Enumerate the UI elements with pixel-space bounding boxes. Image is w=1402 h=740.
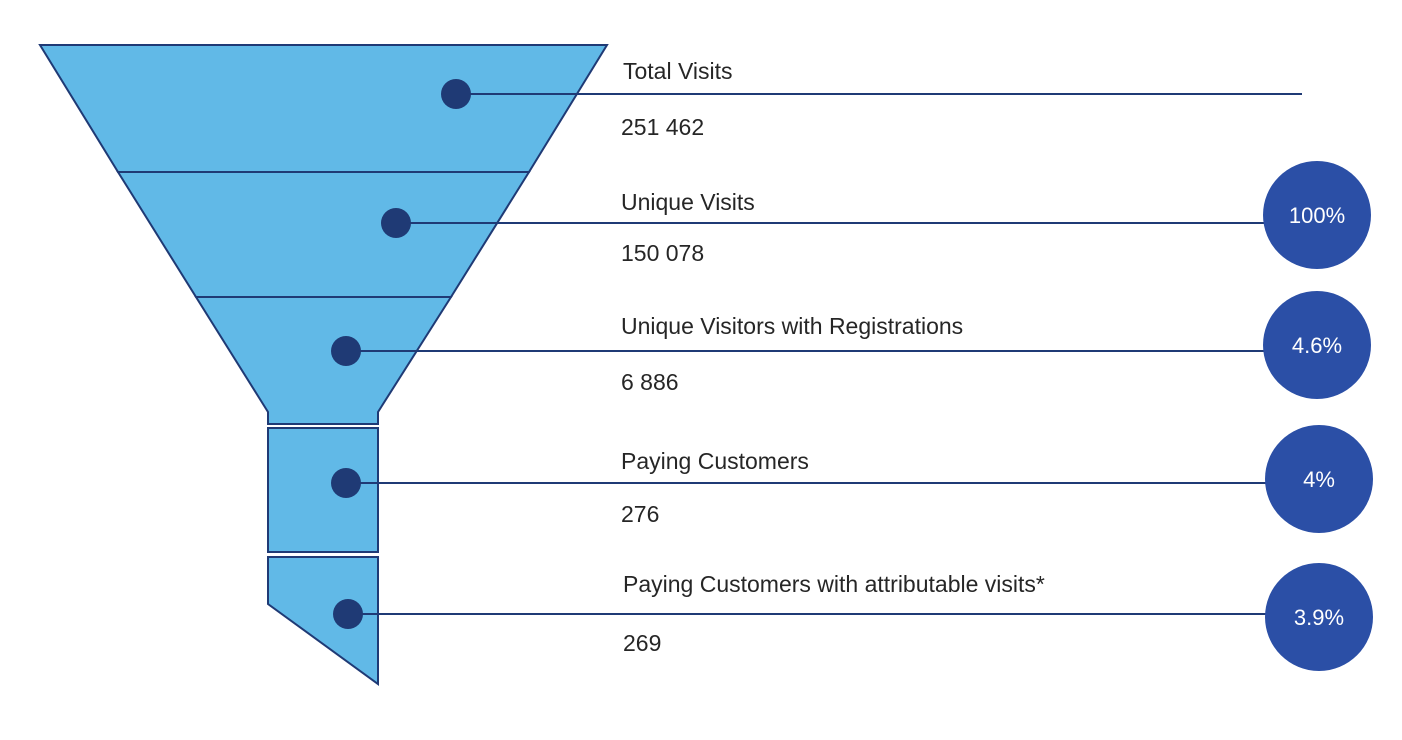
percent-badge-unique-visits: 100%: [1263, 161, 1371, 269]
funnel-segments: [38, 44, 609, 686]
stage-texts: Total Visits 251 462 Unique Visits 150 0…: [621, 58, 1045, 656]
stage-value-attributable-visits: 269: [623, 630, 661, 656]
funnel-segment-attributable-visits: [267, 556, 379, 686]
percent-text-attributable-visits: 3.9%: [1294, 605, 1344, 630]
dot-registrations: [331, 336, 361, 366]
stage-dots: [331, 79, 471, 629]
stage-value-unique-visits: 150 078: [621, 240, 704, 266]
funnel-segment-total-visits: [38, 44, 609, 173]
funnel-segment-unique-visits: [116, 171, 531, 298]
stage-label-attributable-visits: Paying Customers with attributable visit…: [623, 571, 1045, 597]
dot-unique-visits: [381, 208, 411, 238]
funnel-segment-registrations: [194, 296, 453, 425]
percent-text-paying-customers: 4%: [1303, 467, 1335, 492]
dot-paying-customers: [331, 468, 361, 498]
stage-label-unique-visits: Unique Visits: [621, 189, 755, 215]
funnel-segment-paying-customers: [267, 427, 379, 553]
percent-text-registrations: 4.6%: [1292, 333, 1342, 358]
connector-lines: [346, 93, 1302, 615]
stage-value-registrations: 6 886: [621, 369, 679, 395]
stage-value-paying-customers: 276: [621, 501, 659, 527]
percent-badges: 100% 4.6% 4% 3.9%: [1263, 161, 1373, 671]
dot-attributable-visits: [333, 599, 363, 629]
stage-value-total-visits: 251 462: [621, 114, 704, 140]
stage-label-paying-customers: Paying Customers: [621, 448, 809, 474]
dot-total-visits: [441, 79, 471, 109]
percent-badge-attributable-visits: 3.9%: [1265, 563, 1373, 671]
percent-badge-paying-customers: 4%: [1265, 425, 1373, 533]
stage-label-total-visits: Total Visits: [623, 58, 733, 84]
percent-text-unique-visits: 100%: [1289, 203, 1345, 228]
percent-badge-registrations: 4.6%: [1263, 291, 1371, 399]
stage-label-registrations: Unique Visitors with Registrations: [621, 313, 963, 339]
